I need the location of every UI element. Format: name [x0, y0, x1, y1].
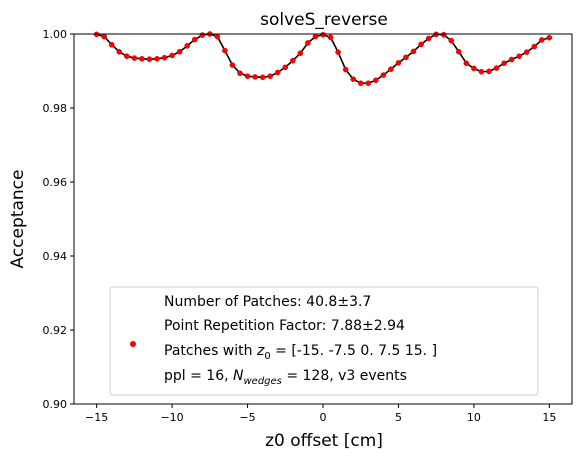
data-point	[425, 35, 432, 42]
data-point	[320, 31, 326, 38]
data-point	[365, 80, 372, 87]
data-point	[259, 74, 266, 81]
data-point	[493, 65, 500, 71]
legend-marker	[130, 341, 136, 347]
data-point	[448, 37, 455, 44]
plot-area	[93, 31, 553, 87]
y-tick-label: 0.98	[43, 102, 68, 115]
data-point	[388, 66, 394, 72]
y-axis-label: Acceptance	[8, 170, 28, 269]
data-point	[395, 60, 402, 66]
data-point	[290, 57, 296, 64]
data-point	[501, 60, 507, 67]
chart-title: solveS_reverse	[260, 10, 388, 30]
data-point	[463, 60, 470, 67]
x-tick-label: 0	[320, 411, 327, 424]
data-point	[124, 53, 130, 60]
data-point	[108, 41, 115, 48]
y-tick-label: 0.96	[43, 176, 68, 189]
data-point	[244, 73, 251, 79]
data-point	[161, 54, 168, 61]
x-tick-label: 5	[395, 411, 402, 424]
x-tick-label: 10	[467, 411, 481, 424]
legend-line-patches: Number of Patches: 40.8±3.7	[164, 294, 371, 310]
legend: Number of Patches: 40.8±3.7 Point Repeti…	[109, 286, 539, 396]
data-point	[478, 68, 485, 75]
data-point	[357, 80, 364, 87]
data-point	[312, 33, 319, 40]
data-point	[516, 53, 522, 60]
data-point	[539, 37, 545, 43]
data-point	[523, 49, 530, 55]
data-point	[486, 68, 492, 75]
y-tick-label: 0.94	[43, 250, 68, 263]
data-point	[410, 48, 417, 55]
y-tick-label: 0.92	[43, 324, 68, 337]
data-point	[101, 33, 107, 40]
legend-line-repetition: Point Repetition Factor: 7.88±2.94	[164, 318, 405, 334]
data-point	[237, 70, 243, 77]
data-point	[456, 48, 462, 55]
x-axis: −15 −10 −5 0 5 10 15	[85, 404, 556, 424]
data-point	[191, 36, 198, 43]
data-point	[229, 62, 236, 68]
data-point	[380, 72, 387, 78]
x-tick-label: −5	[239, 411, 255, 424]
x-axis-label: z0 offset [cm]	[265, 431, 383, 451]
data-point	[139, 55, 145, 62]
data-point	[176, 48, 183, 55]
legend-line-z0: Patches with z0 = [-15. -7.5 0. 7.5 15. …	[164, 343, 437, 362]
data-point	[327, 34, 334, 41]
data-point	[169, 52, 175, 59]
data-point	[335, 49, 341, 55]
data-point	[350, 76, 356, 82]
data-point	[131, 55, 138, 61]
data-point	[199, 32, 206, 38]
data-point	[373, 77, 379, 84]
data-point	[252, 74, 258, 80]
data-point	[508, 56, 515, 63]
data-point	[546, 34, 553, 41]
data-point	[116, 48, 123, 55]
data-point	[531, 43, 538, 50]
x-tick-label: 15	[542, 411, 556, 424]
data-point	[154, 55, 160, 62]
y-tick-label: 0.90	[43, 398, 68, 411]
data-point	[342, 66, 349, 73]
data-point	[184, 43, 190, 49]
legend-box	[109, 286, 539, 396]
data-point	[440, 31, 447, 38]
x-tick-label: −10	[160, 411, 183, 424]
data-point	[222, 47, 228, 54]
data-point	[274, 69, 281, 76]
data-point	[146, 56, 153, 62]
y-axis: 0.90 0.92 0.94 0.96 0.98 1.00	[43, 28, 74, 411]
data-point	[267, 73, 273, 79]
data-point	[418, 41, 424, 48]
data-point	[282, 64, 289, 71]
data-point	[403, 54, 409, 61]
y-tick-label: 1.00	[43, 28, 68, 41]
data-point	[305, 40, 311, 46]
data-point	[471, 65, 477, 72]
data-point	[214, 33, 221, 40]
legend-line-ppl: ppl = 16, Nwedges = 128, v3 events	[164, 368, 407, 387]
data-point	[297, 50, 304, 57]
x-tick-label: −15	[85, 411, 108, 424]
